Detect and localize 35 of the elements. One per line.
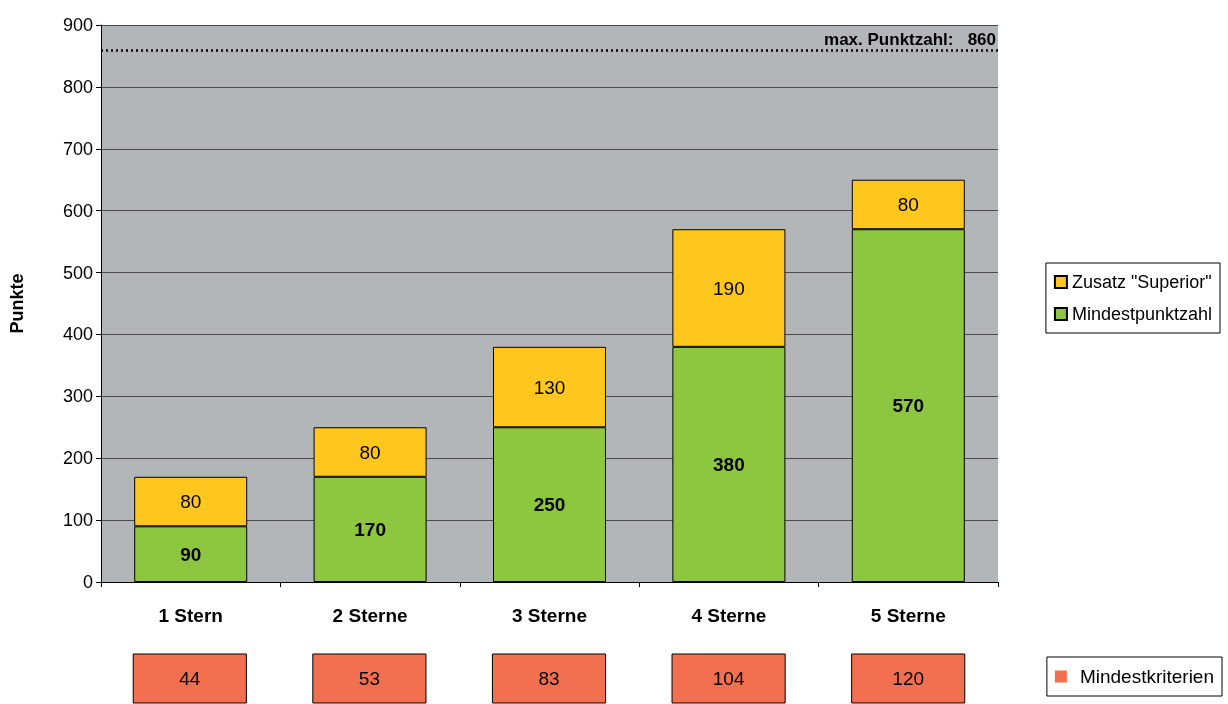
- data-label: 80: [359, 441, 381, 463]
- y-tick-label: 300: [62, 386, 93, 407]
- y-tick-label: 600: [62, 200, 93, 221]
- y-tick-label: 500: [62, 262, 93, 283]
- y-tick-label: 100: [62, 510, 93, 531]
- ref-line-label: max. Punktzahl: 860: [824, 29, 996, 49]
- y-tick-label: 0: [82, 572, 93, 592]
- x-tick-label: 4 Sterne: [691, 605, 767, 626]
- y-tick-label: 400: [62, 324, 93, 345]
- x-tick-label: 2 Sterne: [332, 605, 408, 626]
- data-label: 90: [180, 543, 202, 565]
- y-tick-label: 800: [62, 76, 93, 97]
- legend-label: Zusatz "Superior": [1071, 272, 1212, 292]
- x-tick-label: 5 Sterne: [870, 605, 946, 626]
- data-label: 44: [179, 668, 201, 689]
- data-label: 80: [180, 491, 202, 513]
- data-label: 250: [533, 494, 566, 516]
- y-tick-label: 200: [62, 448, 93, 469]
- x-tick-label: 1 Stern: [158, 605, 223, 626]
- data-label: 170: [354, 518, 386, 540]
- y-tick-label: 900: [62, 15, 93, 35]
- data-label: 120: [892, 668, 925, 689]
- x-tick-label: 3 Sterne: [512, 605, 587, 626]
- legend-label: Mindestpunktzahl: [1071, 304, 1213, 324]
- data-label: 83: [538, 668, 560, 689]
- data-label: 570: [892, 395, 925, 417]
- data-label: 80: [897, 193, 919, 215]
- data-label: 380: [713, 453, 745, 475]
- data-label: 190: [713, 277, 745, 299]
- data-label: 104: [712, 668, 745, 689]
- y-axis-title: Punkte: [7, 273, 27, 334]
- y-tick-label: 700: [62, 138, 93, 159]
- data-label: 130: [533, 376, 566, 398]
- legend-label: Mindestkriterien: [1079, 666, 1215, 687]
- data-label: 53: [358, 668, 380, 689]
